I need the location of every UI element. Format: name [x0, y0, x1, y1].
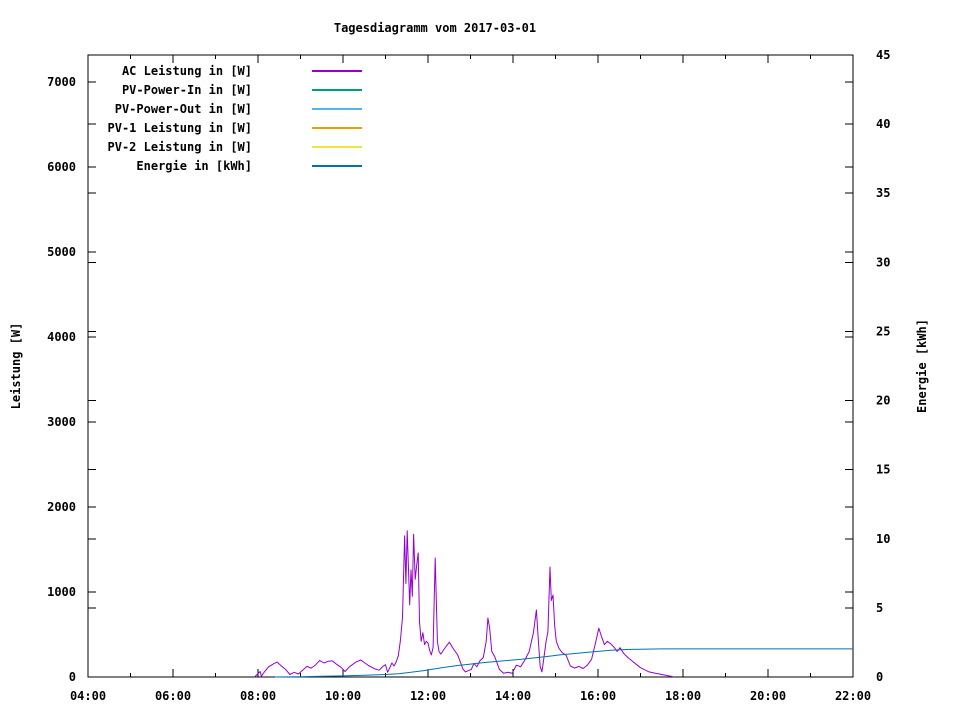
- x-tick-label: 20:00: [750, 689, 786, 703]
- y2-tick-label: 30: [876, 255, 890, 269]
- x-tick-label: 22:00: [835, 689, 871, 703]
- y-tick-label: 1000: [47, 585, 76, 599]
- y2-tick-label: 0: [876, 670, 883, 684]
- y2-tick-label: 25: [876, 324, 890, 338]
- x-tick-label: 04:00: [70, 689, 106, 703]
- series-ac-leistung-in-w: [254, 530, 675, 678]
- y-tick-label: 7000: [47, 75, 76, 89]
- legend-label: PV-1 Leistung in [W]: [108, 121, 253, 135]
- y-tick-label: 6000: [47, 160, 76, 174]
- x-tick-label: 16:00: [580, 689, 616, 703]
- legend-label: PV-Power-In in [W]: [122, 83, 252, 97]
- x-tick-label: 14:00: [495, 689, 531, 703]
- y-tick-label: 4000: [47, 330, 76, 344]
- x-tick-label: 08:00: [240, 689, 276, 703]
- x-tick-label: 06:00: [155, 689, 191, 703]
- y2-tick-label: 15: [876, 463, 890, 477]
- y-tick-label: 5000: [47, 245, 76, 259]
- legend-label: Energie in [kWh]: [136, 159, 252, 173]
- y2-tick-label: 5: [876, 601, 883, 615]
- legend-label: PV-Power-Out in [W]: [115, 102, 252, 116]
- y2-tick-label: 45: [876, 48, 890, 62]
- legend-label: AC Leistung in [W]: [122, 64, 252, 78]
- x-tick-label: 10:00: [325, 689, 361, 703]
- y2-tick-label: 40: [876, 117, 890, 131]
- chart-title: Tagesdiagramm vom 2017-03-01: [333, 21, 537, 35]
- x-tick-label: 18:00: [665, 689, 701, 703]
- series-energie-in-kwh: [274, 648, 853, 678]
- y2-tick-label: 20: [876, 394, 890, 408]
- x-tick-label: 12:00: [410, 689, 446, 703]
- y-tick-label: 2000: [47, 500, 76, 514]
- legend-label: PV-2 Leistung in [W]: [108, 140, 253, 154]
- y-tick-label: 3000: [47, 415, 76, 429]
- y2-tick-label: 35: [876, 186, 890, 200]
- y2-tick-label: 10: [876, 532, 890, 546]
- y-tick-label: 0: [69, 670, 76, 684]
